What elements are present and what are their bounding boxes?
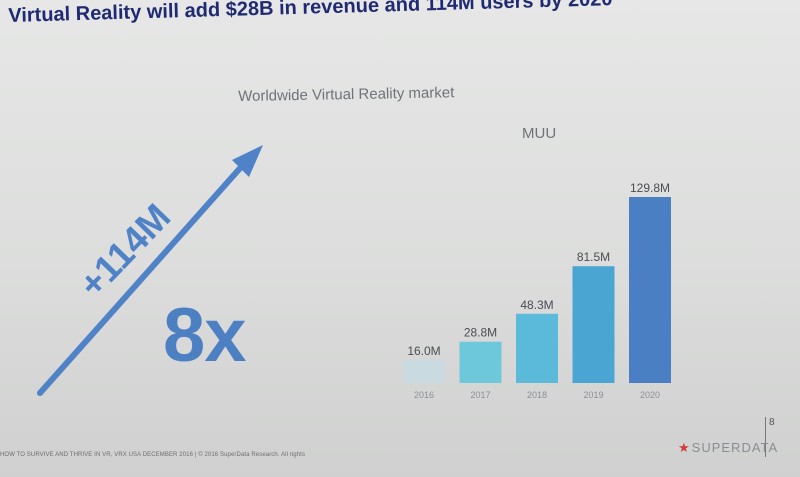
x-tick-2019: 2019 (583, 390, 603, 400)
bar-2019 (572, 266, 615, 383)
bar-2017 (459, 341, 502, 383)
growth-arrow-shaft (37, 154, 253, 396)
x-tick-2018: 2018 (527, 390, 547, 400)
footer-credits: HOW TO SURVIVE AND THRIVE IN VR, VRX USA… (0, 452, 306, 458)
x-tick-2017: 2017 (470, 390, 490, 400)
superdata-logo: ★SUPERDATA (678, 440, 778, 456)
data-label-2020: 129.8M (630, 181, 670, 195)
data-label-2017: 28.8M (464, 326, 497, 340)
data-label-2019: 81.5M (577, 250, 610, 264)
page-number: 8 (765, 417, 775, 457)
bar-2020 (629, 197, 671, 383)
growth-arrow-head (232, 145, 263, 177)
star-icon: ★ (678, 440, 691, 455)
x-tick-2020: 2020 (640, 390, 660, 400)
data-label-2018: 48.3M (520, 298, 553, 312)
bar-2018 (516, 313, 558, 383)
data-label-2016: 16.0M (407, 344, 440, 358)
bar-2016 (403, 360, 445, 383)
logo-text: SUPERDATA (691, 440, 779, 455)
growth-multiplier: 8x (163, 293, 247, 378)
chart-unit-label: MUU (522, 125, 557, 142)
x-tick-2016: 2016 (414, 390, 434, 400)
